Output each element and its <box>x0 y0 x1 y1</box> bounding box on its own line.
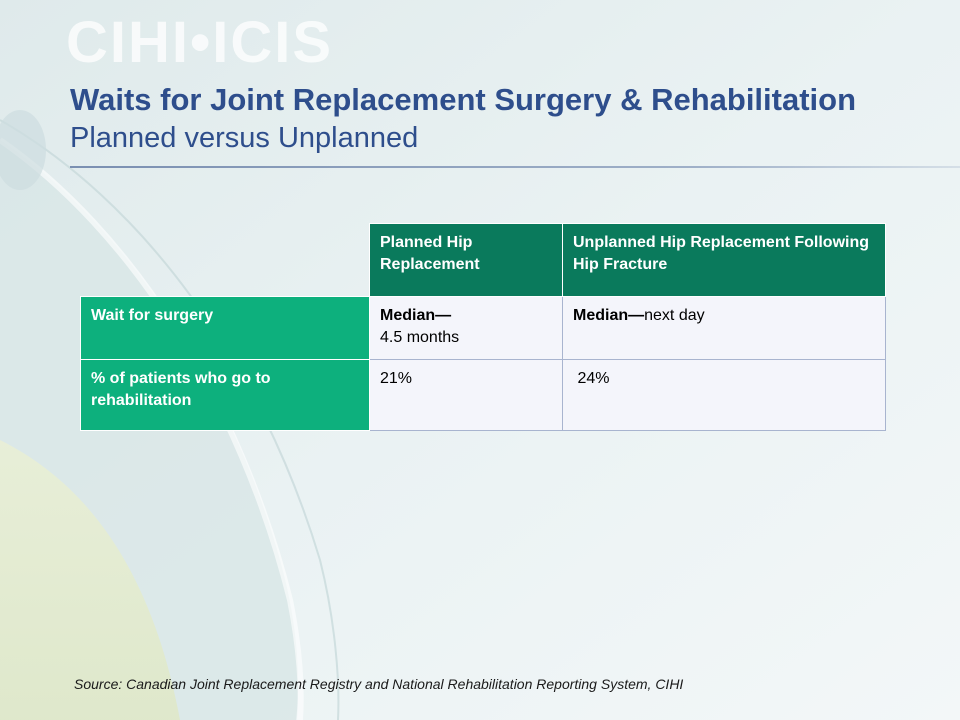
title-divider <box>70 166 960 168</box>
table-row: % of patients who go to rehabilitation 2… <box>80 359 886 431</box>
row-label-wait: Wait for surgery <box>80 296 370 360</box>
slide-subtitle: Planned versus Unplanned <box>70 122 419 154</box>
cell-rehab-planned: 21% <box>369 359 563 431</box>
cell-rehab-unplanned: 24% <box>562 359 886 431</box>
empty-corner-cell <box>81 224 370 297</box>
slide-title: Waits for Joint Replacement Surgery & Re… <box>70 82 857 117</box>
header-planned: Planned Hip Replacement <box>369 223 563 297</box>
cell-plain-text: 4.5 months <box>380 329 460 346</box>
table-row: Wait for surgery Median— 4.5 months Media… <box>80 296 886 360</box>
cell-plain-text: 21% <box>380 370 413 387</box>
cihi-logo: CIHI•ICIS <box>66 10 334 75</box>
cell-plain-text: 24% <box>573 370 610 387</box>
cell-bold-text: Median— <box>573 307 645 324</box>
table-header-row: Planned Hip Replacement Unplanned Hip Re… <box>81 223 886 297</box>
row-label-rehab: % of patients who go to rehabilitation <box>80 359 370 431</box>
source-note: Source: Canadian Joint Replacement Regis… <box>74 676 684 692</box>
cell-bold-text: Median— <box>380 307 452 324</box>
comparison-table: Planned Hip Replacement Unplanned Hip Re… <box>80 223 886 431</box>
cell-plain-text: next day <box>644 307 705 324</box>
header-unplanned: Unplanned Hip Replacement Following Hip … <box>562 223 886 297</box>
cell-wait-unplanned: Median—next day <box>562 296 886 360</box>
cell-wait-planned: Median— 4.5 months <box>369 296 563 360</box>
